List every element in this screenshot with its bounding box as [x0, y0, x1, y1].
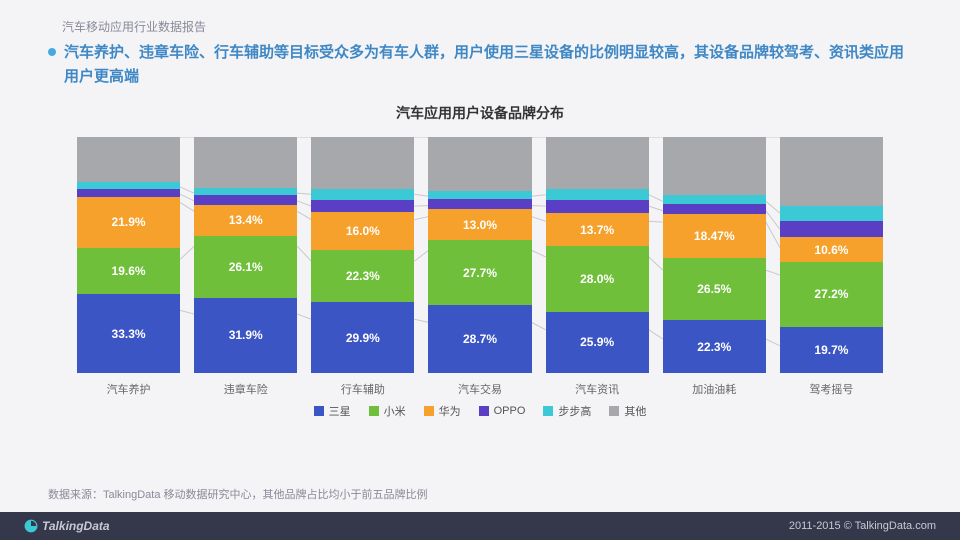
- chart-column: 29.9%22.3%16.0% 行车辅助: [304, 137, 421, 397]
- bar-segment: 28.0%: [546, 246, 649, 312]
- bar-segment: [428, 199, 531, 209]
- bar-segment: 21.9%: [77, 197, 180, 249]
- bar-segment: 25.9%: [546, 312, 649, 373]
- bar-segment: [311, 189, 414, 200]
- stacked-bar: 19.7%27.2%10.6%: [780, 137, 883, 373]
- chart-area: 33.3%19.6%21.9% 汽车养护 31.9%26.1%13.4% 违章车险 29…: [70, 137, 890, 397]
- bar-segment: 18.47%: [663, 214, 766, 258]
- stacked-bar: 29.9%22.3%16.0%: [311, 137, 414, 373]
- bar-segment: [546, 189, 649, 199]
- bar-segment: [663, 204, 766, 214]
- bar-segment: [428, 137, 531, 191]
- bar-segment: [780, 137, 883, 206]
- bar-segment: [780, 206, 883, 221]
- header: 汽车移动应用行业数据报告 汽车养护、违章车险、行车辅助等目标受众多为有车人群，用…: [0, 0, 960, 89]
- logo-icon: [24, 519, 38, 533]
- bar-segment: [77, 189, 180, 197]
- bar-segment: 29.9%: [311, 302, 414, 373]
- bar-segment: 31.9%: [194, 298, 297, 373]
- bar-segment: 27.7%: [428, 240, 531, 305]
- data-source: 数据来源：TalkingData 移动数据研究中心，其他品牌占比均小于前五品牌比…: [48, 486, 428, 502]
- legend-item: 步步高: [543, 403, 591, 419]
- bar-segment: [663, 137, 766, 195]
- chart-container: 汽车应用用户设备品牌分布 33.3%19.6%21.9%汽车养护31.9%26.…: [0, 89, 960, 419]
- chart-column: 28.7%27.7%13.0% 汽车交易: [421, 137, 538, 397]
- stacked-bar: 25.9%28.0%13.7%: [546, 137, 649, 373]
- title-row: 汽车养护、违章车险、行车辅助等目标受众多为有车人群，用户使用三星设备的比例明显较…: [48, 41, 912, 89]
- category-label: 加油油耗: [692, 381, 736, 397]
- bar-segment: [663, 195, 766, 203]
- chart-title: 汽车应用用户设备品牌分布: [70, 103, 890, 123]
- footer-copyright: 2011-2015 © TalkingData.com: [789, 520, 936, 532]
- page-title: 汽车养护、违章车险、行车辅助等目标受众多为有车人群，用户使用三星设备的比例明显较…: [64, 41, 912, 89]
- bar-segment: 22.3%: [311, 250, 414, 303]
- legend: 三星 小米 华为 OPPO 步步高 其他: [70, 403, 890, 419]
- bar-segment: [77, 137, 180, 182]
- legend-label: 三星: [329, 403, 351, 419]
- chart-column: 31.9%26.1%13.4% 违章车险: [187, 137, 304, 397]
- legend-label: 步步高: [558, 403, 591, 419]
- bar-segment: [194, 137, 297, 188]
- bar-segment: 19.7%: [780, 327, 883, 373]
- chart-column: 22.3%26.5%18.47% 加油油耗: [656, 137, 773, 397]
- chart-column: 25.9%28.0%13.7% 汽车资讯: [539, 137, 656, 397]
- bar-segment: [194, 195, 297, 204]
- chart-column: 33.3%19.6%21.9% 汽车养护: [70, 137, 187, 397]
- bar-segment: 28.7%: [428, 305, 531, 373]
- category-label: 汽车资讯: [575, 381, 619, 397]
- category-label: 汽车养护: [107, 381, 151, 397]
- legend-label: OPPO: [494, 405, 526, 417]
- legend-item: 其他: [609, 403, 646, 419]
- category-label: 违章车险: [224, 381, 268, 397]
- legend-swatch: [424, 406, 434, 416]
- bar-segment: 13.0%: [428, 209, 531, 240]
- stacked-bar: 33.3%19.6%21.9%: [77, 137, 180, 373]
- legend-label: 小米: [384, 403, 406, 419]
- legend-swatch: [479, 406, 489, 416]
- chart-column: 19.7%27.2%10.6% 驾考摇号: [773, 137, 890, 397]
- legend-swatch: [369, 406, 379, 416]
- footer-bar: TalkingData 2011-2015 © TalkingData.com: [0, 512, 960, 540]
- bar-segment: [780, 221, 883, 238]
- legend-swatch: [609, 406, 619, 416]
- bar-segment: [311, 200, 414, 212]
- bar-segment: [546, 137, 649, 189]
- stacked-bar: 31.9%26.1%13.4%: [194, 137, 297, 373]
- legend-swatch: [543, 406, 553, 416]
- bar-segment: 16.0%: [311, 212, 414, 250]
- legend-item: OPPO: [479, 403, 526, 419]
- bar-segment: [546, 200, 649, 214]
- report-subtitle: 汽车移动应用行业数据报告: [62, 18, 912, 35]
- bar-segment: 26.1%: [194, 236, 297, 298]
- category-label: 行车辅助: [341, 381, 385, 397]
- category-label: 汽车交易: [458, 381, 502, 397]
- bar-segment: 19.6%: [77, 248, 180, 294]
- stacked-bar: 22.3%26.5%18.47%: [663, 137, 766, 373]
- logo: TalkingData: [24, 519, 110, 533]
- legend-label: 其他: [624, 403, 646, 419]
- bar-segment: 26.5%: [663, 258, 766, 321]
- bar-segment: [194, 188, 297, 195]
- legend-item: 三星: [314, 403, 351, 419]
- bar-segment: [77, 182, 180, 189]
- legend-item: 华为: [424, 403, 461, 419]
- stacked-bar: 28.7%27.7%13.0%: [428, 137, 531, 373]
- bar-segment: 13.7%: [546, 213, 649, 245]
- logo-text: TalkingData: [42, 519, 110, 533]
- category-label: 驾考摇号: [809, 381, 853, 397]
- legend-swatch: [314, 406, 324, 416]
- legend-label: 华为: [439, 403, 461, 419]
- bar-segment: 22.3%: [663, 320, 766, 373]
- legend-item: 小米: [369, 403, 406, 419]
- bar-segment: [428, 191, 531, 199]
- bar-segment: 27.2%: [780, 262, 883, 326]
- bullet-icon: [48, 48, 56, 56]
- bar-segment: 13.4%: [194, 205, 297, 237]
- bar-segment: [311, 137, 414, 189]
- bar-segment: 33.3%: [77, 294, 180, 373]
- bar-segment: 10.6%: [780, 237, 883, 262]
